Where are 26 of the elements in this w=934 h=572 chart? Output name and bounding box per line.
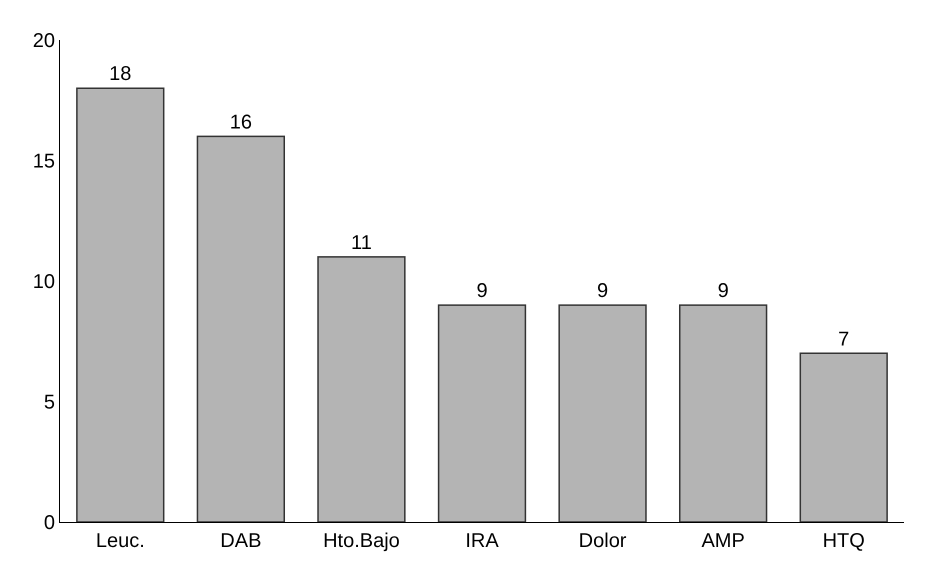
bar xyxy=(678,304,768,522)
x-tick-label: HTQ xyxy=(822,530,865,552)
y-tick-label: 20 xyxy=(32,30,55,52)
y-tick-label: 5 xyxy=(44,392,55,414)
x-tick-label: DAB xyxy=(220,530,262,552)
y-tick-label: 0 xyxy=(44,512,55,534)
data-label: 18 xyxy=(109,63,132,86)
x-tick-label: AMP xyxy=(701,530,745,552)
y-tick-label: 15 xyxy=(32,150,55,172)
x-tick-label: Dolor xyxy=(578,530,627,552)
bar xyxy=(558,304,647,522)
bar xyxy=(317,256,406,522)
data-label: 9 xyxy=(597,280,608,302)
data-label: 11 xyxy=(351,232,372,254)
x-tick-label: Hto.Bajo xyxy=(323,530,400,552)
x-tick-label: Leuc. xyxy=(96,530,145,552)
data-label: 9 xyxy=(476,280,488,302)
data-label: 9 xyxy=(718,280,729,302)
data-label: 7 xyxy=(838,328,850,350)
bar xyxy=(196,136,286,522)
y-tick-label: 10 xyxy=(32,271,55,293)
bar xyxy=(800,352,888,522)
bar xyxy=(76,87,164,522)
bar xyxy=(438,304,526,522)
data-label: 16 xyxy=(230,111,252,134)
x-tick-label: IRA xyxy=(465,530,500,552)
